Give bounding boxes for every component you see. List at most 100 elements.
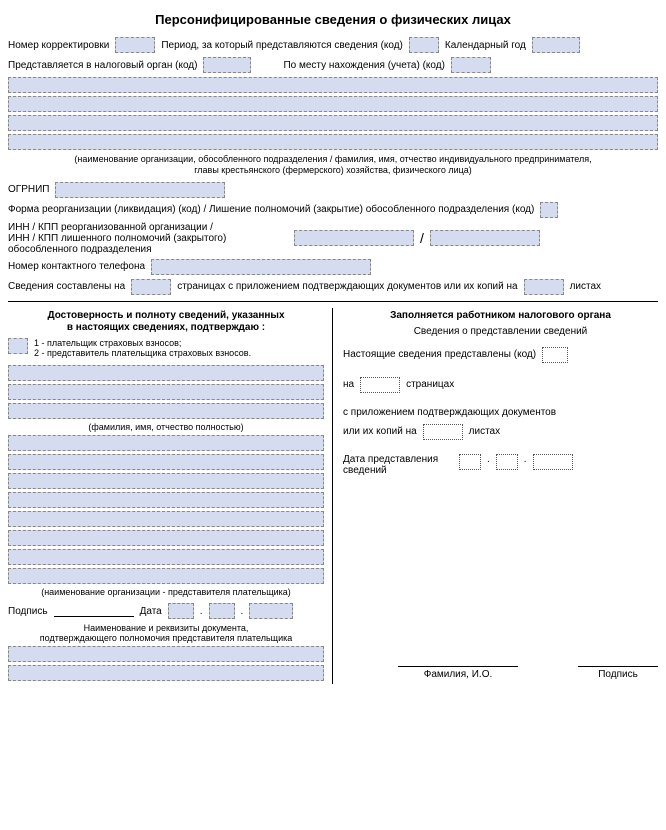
footer-sign: Подпись [578, 666, 658, 680]
field-inn[interactable] [294, 230, 414, 246]
field-phone[interactable] [151, 259, 371, 275]
footer-fio: Фамилия, И.О. [398, 666, 518, 680]
dot2: . [241, 606, 244, 617]
fio-line-1[interactable] [8, 365, 324, 381]
lbl-phone: Номер контактного телефона [8, 261, 145, 272]
lbl-date: Дата [140, 606, 162, 617]
lbl-copies: или их копий на [343, 426, 417, 437]
lbl-on: на [343, 379, 354, 390]
rep-org-7[interactable] [8, 549, 324, 565]
lbl-sign: Подпись [8, 606, 48, 617]
rep-org-3[interactable] [8, 473, 324, 489]
rep-org-1[interactable] [8, 435, 324, 451]
org-name-block [8, 77, 658, 150]
rep-org-8[interactable] [8, 568, 324, 584]
doc-note: Наименование и реквизиты документа, подт… [8, 623, 324, 643]
lbl-sheets: листах [469, 426, 500, 437]
row-copies: или их копий на листах [343, 424, 658, 440]
field-confirm-code[interactable] [8, 338, 28, 354]
rep-org-2[interactable] [8, 454, 324, 470]
lbl-pages: страницах [406, 379, 454, 390]
fio-line-3[interactable] [8, 403, 324, 419]
rep-org-note: (наименование организации - представител… [8, 587, 324, 597]
lbl-footer-sign: Подпись [578, 669, 658, 680]
field-date-m[interactable] [209, 603, 235, 619]
pdot2: . [524, 454, 527, 465]
row-reorg: Форма реорганизации (ликвидация) (код) /… [8, 202, 658, 218]
row-ogrnip: ОГРНИП [8, 182, 658, 198]
field-on-pages[interactable] [360, 377, 400, 393]
sign-line[interactable] [578, 666, 658, 667]
row-phone: Номер контактного телефона [8, 259, 658, 275]
col-signer: Достоверность и полноту сведений, указан… [8, 308, 333, 685]
row-presented: Настоящие сведения представлены (код) [343, 347, 658, 363]
field-presented-code[interactable] [542, 347, 568, 363]
lbl-pages-c: листах [570, 281, 601, 292]
field-kpp[interactable] [430, 230, 540, 246]
lbl-ogrnip: ОГРНИП [8, 184, 49, 195]
two-columns: Достоверность и полноту сведений, указан… [8, 308, 658, 685]
org-name-note: (наименование организации, обособленного… [8, 154, 658, 176]
lbl-period: Период, за который представляются сведен… [161, 40, 403, 51]
field-date-d[interactable] [168, 603, 194, 619]
row-sign-date: Подпись Дата . . [8, 603, 324, 619]
lbl-corr: Номер корректировки [8, 40, 109, 51]
lbl-location: По месту нахождения (учета) (код) [283, 60, 444, 71]
lbl-present-date: Дата представления сведений [343, 454, 453, 476]
field-date-y[interactable] [249, 603, 293, 619]
rep-org-6[interactable] [8, 530, 324, 546]
signer-head: Достоверность и полноту сведений, указан… [8, 310, 324, 334]
footer-signature: Фамилия, И.О. Подпись [343, 666, 658, 680]
rep-org-5[interactable] [8, 511, 324, 527]
field-attach-pages[interactable] [524, 279, 564, 295]
pdot1: . [487, 454, 490, 465]
inspector-sub: Сведения о представлении сведений [343, 326, 658, 337]
field-copies[interactable] [423, 424, 463, 440]
lbl-pages-b: страницах с приложением подтверждающих д… [177, 281, 517, 292]
field-tax-auth[interactable] [203, 57, 251, 73]
org-name-line-2[interactable] [8, 96, 658, 112]
fio-note: (фамилия, имя, отчество полностью) [8, 422, 324, 432]
rep-org-4[interactable] [8, 492, 324, 508]
lbl-inn-kpp: ИНН / КПП реорганизованной организации /… [8, 222, 288, 255]
dot1: . [200, 606, 203, 617]
org-name-line-1[interactable] [8, 77, 658, 93]
col-inspector: Заполняется работником налогового органа… [333, 308, 658, 685]
row-corr-period-year: Номер корректировки Период, за который п… [8, 37, 658, 53]
divider [8, 301, 658, 302]
field-period[interactable] [409, 37, 439, 53]
field-location[interactable] [451, 57, 491, 73]
row-pages: Сведения составлены на страницах с прило… [8, 279, 658, 295]
slash: / [420, 230, 424, 246]
signature-line[interactable] [54, 605, 134, 617]
fio-line-2[interactable] [8, 384, 324, 400]
row-tax-authority: Представляется в налоговый орган (код) П… [8, 57, 658, 73]
opt1: 1 - плательщик страховых взносов; [34, 338, 251, 349]
fio-line[interactable] [398, 666, 518, 667]
org-name-line-4[interactable] [8, 134, 658, 150]
lbl-year: Календарный год [445, 40, 526, 51]
field-pages[interactable] [131, 279, 171, 295]
opt2: 2 - представитель плательщика страховых … [34, 348, 251, 359]
lbl-pages-a: Сведения составлены на [8, 281, 125, 292]
lbl-footer-fio: Фамилия, И.О. [398, 669, 518, 680]
org-name-line-3[interactable] [8, 115, 658, 131]
confirm-row: 1 - плательщик страховых взносов; 2 - пр… [8, 338, 324, 360]
row-present-date: Дата представления сведений . . [343, 454, 658, 476]
row-inn-kpp: ИНН / КПП реорганизованной организации /… [8, 222, 658, 255]
lbl-presented: Настоящие сведения представлены (код) [343, 349, 536, 360]
doc-line-1[interactable] [8, 646, 324, 662]
lbl-attach: с приложением подтверждающих документов [343, 407, 658, 418]
field-corr[interactable] [115, 37, 155, 53]
lbl-tax-auth: Представляется в налоговый орган (код) [8, 60, 197, 71]
row-on-pages: на страницах [343, 377, 658, 393]
field-pdate-m[interactable] [496, 454, 518, 470]
form-title: Персонифицированные сведения о физически… [8, 12, 658, 27]
field-ogrnip[interactable] [55, 182, 225, 198]
field-pdate-d[interactable] [459, 454, 481, 470]
inspector-head: Заполняется работником налогового органа [343, 310, 658, 322]
field-pdate-y[interactable] [533, 454, 573, 470]
field-year[interactable] [532, 37, 580, 53]
field-reorg[interactable] [540, 202, 558, 218]
doc-line-2[interactable] [8, 665, 324, 681]
